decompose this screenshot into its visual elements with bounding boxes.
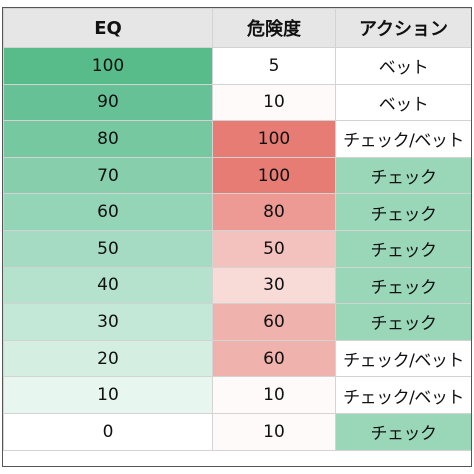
action-cell[interactable]: ベット xyxy=(335,47,472,85)
action-cell[interactable]: チェック xyxy=(335,303,472,341)
header-action[interactable]: アクション xyxy=(335,8,472,48)
table-row: 20 60 チェック/ベット xyxy=(3,339,472,378)
action-cell[interactable]: チェック xyxy=(335,229,472,268)
eq-cell[interactable]: 40 xyxy=(3,266,213,305)
table-row: 90 10 ベット xyxy=(3,83,472,122)
table-row: 10 10 チェック/ベット xyxy=(3,376,472,414)
table-row: 80 100 チェック/ベット xyxy=(3,120,472,158)
risk-cell[interactable]: 60 xyxy=(212,303,336,341)
table-row: 100 5 ベット xyxy=(3,47,472,85)
header-eq[interactable]: EQ xyxy=(3,8,213,48)
risk-cell[interactable]: 10 xyxy=(212,83,336,122)
risk-cell[interactable]: 50 xyxy=(212,229,336,268)
risk-cell[interactable]: 30 xyxy=(212,266,336,305)
table-row: 0 10 チェック xyxy=(3,412,472,451)
table-row: 30 60 チェック xyxy=(3,303,472,341)
action-cell[interactable]: チェック xyxy=(335,156,472,195)
table-body: 100 5 ベット 90 10 ベット 80 100 チェック/ベット 70 100 チェック 60 80… xyxy=(3,47,472,451)
risk-cell[interactable]: 60 xyxy=(212,339,336,378)
eq-cell[interactable]: 30 xyxy=(3,303,213,341)
header-row: EQ 危険度 アクション xyxy=(3,8,472,48)
eq-risk-action-table: EQ 危険度 アクション 100 5 ベット 90 10 ベット 80 100 チェック/ベット… xyxy=(3,8,472,451)
action-cell[interactable]: チェック/ベット xyxy=(335,376,472,414)
eq-cell[interactable]: 60 xyxy=(3,193,213,231)
risk-cell[interactable]: 10 xyxy=(212,412,336,451)
eq-cell[interactable]: 70 xyxy=(3,156,213,195)
risk-cell[interactable]: 100 xyxy=(212,156,336,195)
action-cell[interactable]: チェック xyxy=(335,193,472,231)
table-row: 40 30 チェック xyxy=(3,266,472,305)
action-cell[interactable]: チェック xyxy=(335,412,472,451)
risk-cell[interactable]: 80 xyxy=(212,193,336,231)
table-row: 50 50 チェック xyxy=(3,229,472,268)
eq-cell[interactable]: 90 xyxy=(3,83,213,122)
risk-cell[interactable]: 5 xyxy=(212,47,336,85)
table-row: 70 100 チェック xyxy=(3,156,472,195)
action-cell[interactable]: ベット xyxy=(335,83,472,122)
eq-cell[interactable]: 20 xyxy=(3,339,213,378)
eq-cell[interactable]: 100 xyxy=(3,47,213,85)
eq-cell[interactable]: 80 xyxy=(3,120,213,158)
risk-cell[interactable]: 100 xyxy=(212,120,336,158)
action-cell[interactable]: チェック xyxy=(335,266,472,305)
action-cell[interactable]: チェック/ベット xyxy=(335,339,472,378)
action-cell[interactable]: チェック/ベット xyxy=(335,120,472,158)
eq-cell[interactable]: 50 xyxy=(3,229,213,268)
risk-cell[interactable]: 10 xyxy=(212,376,336,414)
eq-cell[interactable]: 10 xyxy=(3,376,213,414)
header-risk[interactable]: 危険度 xyxy=(212,8,336,48)
eq-cell[interactable]: 0 xyxy=(3,412,213,451)
table-row: 60 80 チェック xyxy=(3,193,472,231)
